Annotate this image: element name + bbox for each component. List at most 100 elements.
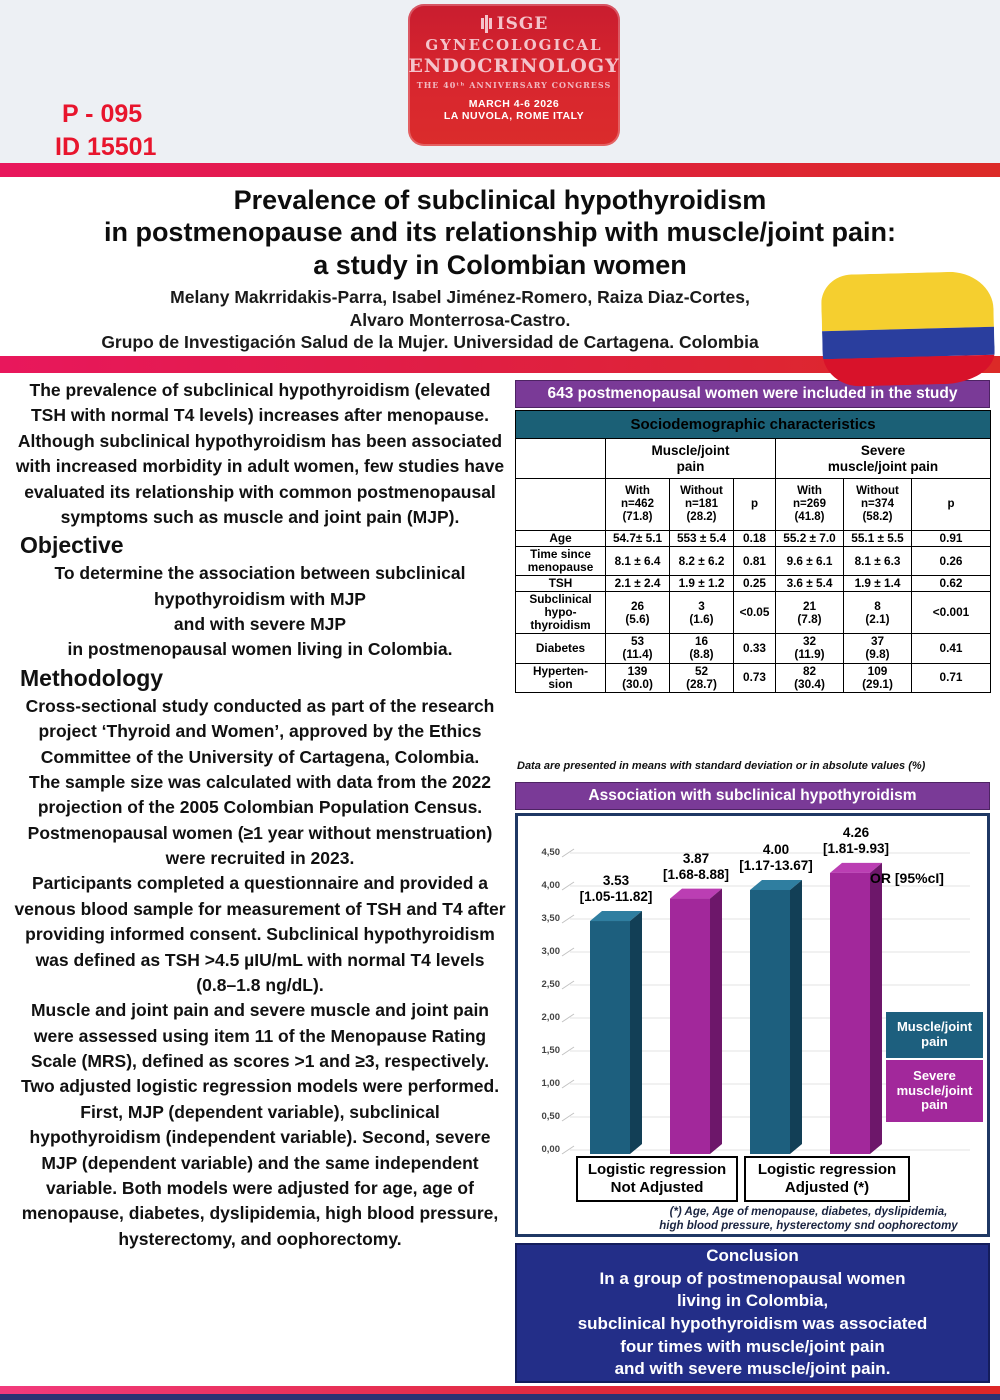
subheader-with: With n=462 (71.8) xyxy=(605,478,670,531)
group-label-not-adjusted: Logistic regression Not Adjusted xyxy=(576,1156,738,1202)
logo-gynecological: GYNECOLOGICAL xyxy=(425,36,603,54)
table-footnote: Data are presented in means with standar… xyxy=(517,760,926,772)
table-title: Sociodemographic characteristics xyxy=(515,410,991,439)
bar-muscle-joint-pain xyxy=(790,880,802,1154)
bar-severe-muscle-joint-pain xyxy=(710,888,722,1154)
objective-heading: Objective xyxy=(20,532,124,559)
group-header-mjp: Muscle/joint pain xyxy=(605,438,776,479)
methodology-heading: Methodology xyxy=(20,664,164,691)
subheader-with: With n=269 (41.8) xyxy=(775,478,844,531)
table-cell: 0.26 xyxy=(911,546,991,577)
legend-muscle-joint-pain: Muscle/joint pain xyxy=(886,1012,983,1058)
table-cell: 0.25 xyxy=(733,575,776,593)
row-label: Diabetes xyxy=(515,633,606,664)
isge-logo-row: ISGE xyxy=(408,14,620,34)
logo-anniversary: THE 40ᵗʰ ANNIVERSARY CONGRESS xyxy=(416,80,612,90)
table-cell: <0.05 xyxy=(733,591,776,635)
row-label: TSH xyxy=(515,575,606,593)
table-row: Age 54.7± 5.1 553 ± 5.4 0.18 55.2 ± 7.0 55.1 … xyxy=(515,529,991,548)
bar-value-label: 3.87 [1.68-8.88] xyxy=(662,850,730,882)
association-banner: Association with subclinical hypothyroid… xyxy=(515,782,990,810)
chart-footnote: (*) Age, Age of menopause, diabetes, dys… xyxy=(659,1206,958,1232)
table-cell: 52 (28.7) xyxy=(669,662,734,694)
table-cell: 53 (11.4) xyxy=(605,633,670,664)
poster-id: ID 15501 xyxy=(55,133,157,161)
table-cell: 55.1 ± 5.5 xyxy=(843,529,912,548)
bar-muscle-joint-pain xyxy=(750,880,802,890)
table-cell: <0.001 xyxy=(911,591,991,635)
table-cell: 8.2 ± 6.2 xyxy=(669,546,734,577)
conclusion-box: Conclusion In a group of postmenopausal … xyxy=(515,1243,990,1383)
bar-severe-muscle-joint-pain xyxy=(670,898,710,1154)
y-axis-tick-label: 0,50 xyxy=(541,1111,561,1122)
table-row: TSH 2.1 ± 2.4 1.9 ± 1.2 0.25 3.6 ± 5.4 1.9 ± … xyxy=(515,575,991,593)
table-cell: 0.41 xyxy=(911,633,991,664)
table-cell: 54.7± 5.1 xyxy=(605,529,670,548)
bar-value-label: 4.00 [1.17-13.67] xyxy=(739,842,813,873)
poster-code: P - 095 xyxy=(62,100,143,128)
methodology-text: Cross-sectional study conducted as part … xyxy=(14,695,506,1249)
table-cell: 55.2 ± 7.0 xyxy=(775,529,844,548)
table-cell: 3.6 ± 5.4 xyxy=(775,575,844,593)
table-row: Hyperten- sion 139 (30.0) 52 (28.7) 0.73 82 … xyxy=(515,662,991,694)
bar-muscle-joint-pain xyxy=(590,911,642,922)
table-cell: 82 (30.4) xyxy=(775,662,844,694)
isge-label: ISGE xyxy=(496,14,549,34)
y-axis-tick-label: 2,00 xyxy=(541,1012,561,1023)
table-cell: 0.91 xyxy=(911,529,991,548)
bar-muscle-joint-pain xyxy=(590,921,630,1154)
bottom-divider-bar xyxy=(0,1386,1000,1394)
table-cell: 3 (1.6) xyxy=(669,591,734,635)
bar-chart-plot xyxy=(561,848,970,1155)
subheader-p: p xyxy=(911,478,991,531)
authors: Melany Makrridakis-Parra, Isabel Jiménez… xyxy=(170,287,750,330)
table-cell: 37 (9.8) xyxy=(843,633,912,664)
table-corner-cell xyxy=(515,478,606,531)
bar-value-label: 4.26 [1.81-9.93] xyxy=(822,824,890,856)
legend-severe-muscle-joint-pain: Severe muscle/joint pain xyxy=(886,1060,983,1122)
flag-blue-stripe xyxy=(822,326,995,360)
isge-logo-icon xyxy=(480,15,492,33)
table-cell: 0.81 xyxy=(733,546,776,577)
row-label: Age xyxy=(515,529,606,548)
study-population-banner: 643 postmenopausal women were included i… xyxy=(515,380,990,408)
top-divider-bar xyxy=(0,163,1000,177)
y-axis-tick-label: 1,00 xyxy=(541,1078,561,1089)
objective-text: To determine the association between sub… xyxy=(54,563,466,660)
y-axis-tick-label: 1,50 xyxy=(541,1045,561,1056)
logo-endocrinology: ENDOCRINOLOGY xyxy=(408,55,620,77)
table-row: Diabetes 53 (11.4) 16 (8.8) 0.33 32 (11.9) 37… xyxy=(515,633,991,664)
congress-venue: LA NUVOLA, ROME ITALY xyxy=(443,110,585,122)
colombia-flag xyxy=(820,270,996,388)
poster-title: Prevalence of subclinical hypothyroidism… xyxy=(103,185,897,280)
congress-date: MARCH 4-6 2026 xyxy=(468,98,560,110)
bar-severe-muscle-joint-pain xyxy=(670,888,722,899)
flag-yellow-stripe xyxy=(820,270,994,332)
bar-severe-muscle-joint-pain xyxy=(870,862,882,1154)
table-cell: 9.6 ± 6.1 xyxy=(775,546,844,577)
table-cell: 8.1 ± 6.3 xyxy=(843,546,912,577)
congress-logo: ISGE GYNECOLOGICAL ENDOCRINOLOGY THE 40ᵗ… xyxy=(408,4,620,146)
table-cell: 1.9 ± 1.4 xyxy=(843,575,912,593)
table-cell: 553 ± 5.4 xyxy=(669,529,734,548)
table-corner-cell xyxy=(515,438,606,479)
y-axis-tick-label: 4,00 xyxy=(541,880,561,891)
sociodemographic-table: Sociodemographic characteristics Muscle/… xyxy=(515,410,991,694)
middle-divider-bar xyxy=(0,356,1000,373)
table-cell: 8 (2.1) xyxy=(843,591,912,635)
table-cell: 32 (11.9) xyxy=(775,633,844,664)
table-cell: 0.33 xyxy=(733,633,776,664)
left-column: The prevalence of subclinical hypothyroi… xyxy=(14,378,506,1252)
introduction-text: The prevalence of subclinical hypothyroi… xyxy=(15,380,505,527)
row-label: Hyperten- sion xyxy=(515,662,606,694)
table-cell: 1.9 ± 1.2 xyxy=(669,575,734,593)
group-label-adjusted: Logistic regression Adjusted (*) xyxy=(744,1156,910,1202)
bar-severe-muscle-joint-pain xyxy=(830,872,870,1154)
y-axis-tick-label: 0,00 xyxy=(541,1144,561,1155)
table-cell: 26 (5.6) xyxy=(605,591,670,635)
table-cell: 109 (29.1) xyxy=(843,662,912,694)
table-cell: 0.18 xyxy=(733,529,776,548)
bar-muscle-joint-pain xyxy=(750,890,790,1154)
y-axis-tick-label: 3,00 xyxy=(541,946,561,957)
